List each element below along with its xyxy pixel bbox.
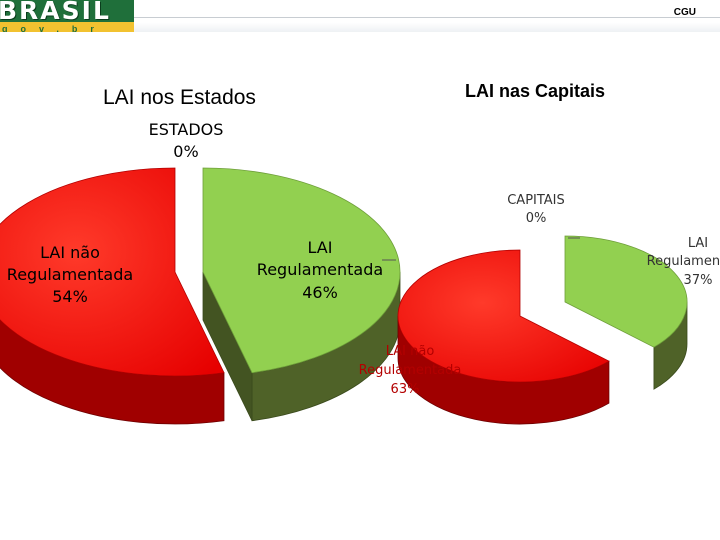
capitais-nao-label-line2: Regulamentada (359, 363, 462, 378)
chart-title-estados: LAI nos Estados (103, 86, 256, 109)
capitais-zero-label: CAPITAIS (507, 193, 565, 208)
logo-strip (0, 22, 134, 32)
capitais-zero-pct: 0% (526, 211, 547, 226)
estados-slice-regulamentada (202, 167, 401, 422)
top-bar: BRASIL gov.br CGU (0, 0, 720, 32)
estados-nao-label-line1: LAI não (40, 243, 100, 262)
capitais-reg-label-line2: Regulamentada (647, 254, 720, 269)
estados-zero-label: ESTADOS (149, 120, 224, 139)
estados-reg-pct: 46% (302, 283, 338, 302)
top-bar-divider (134, 17, 720, 18)
capitais-green-top (564, 235, 688, 348)
capitais-reg-pct: 37% (684, 273, 713, 288)
estados-green-top (202, 167, 401, 374)
brasil-logo: BRASIL gov.br (0, 0, 134, 32)
capitais-nao-pct: 63% (391, 382, 420, 397)
chart-title-capitais: LAI nas Capitais (465, 81, 606, 101)
estados-red-top (0, 167, 225, 377)
org-label: CGU (673, 7, 696, 18)
logo-sub: gov.br (2, 24, 107, 32)
estados-reg-label-line2: Regulamentada (257, 260, 383, 279)
capitais-slice-regulamentada (564, 235, 688, 390)
estados-slice-nao-regulamentada (0, 167, 225, 425)
estados-zero-pct: 0% (173, 142, 198, 161)
capitais-slice-nao-regulamentada (397, 249, 610, 425)
logo-word: BRASIL (0, 0, 111, 25)
capitais-nao-label-line1: LAI não (386, 344, 435, 359)
capitais-red-top (397, 249, 610, 383)
estados-nao-pct: 54% (52, 287, 88, 306)
estados-reg-label-line1: LAI (308, 238, 333, 257)
capitais-reg-label-line1: LAI (688, 236, 708, 251)
estados-nao-label-line2: Regulamentada (7, 265, 133, 284)
